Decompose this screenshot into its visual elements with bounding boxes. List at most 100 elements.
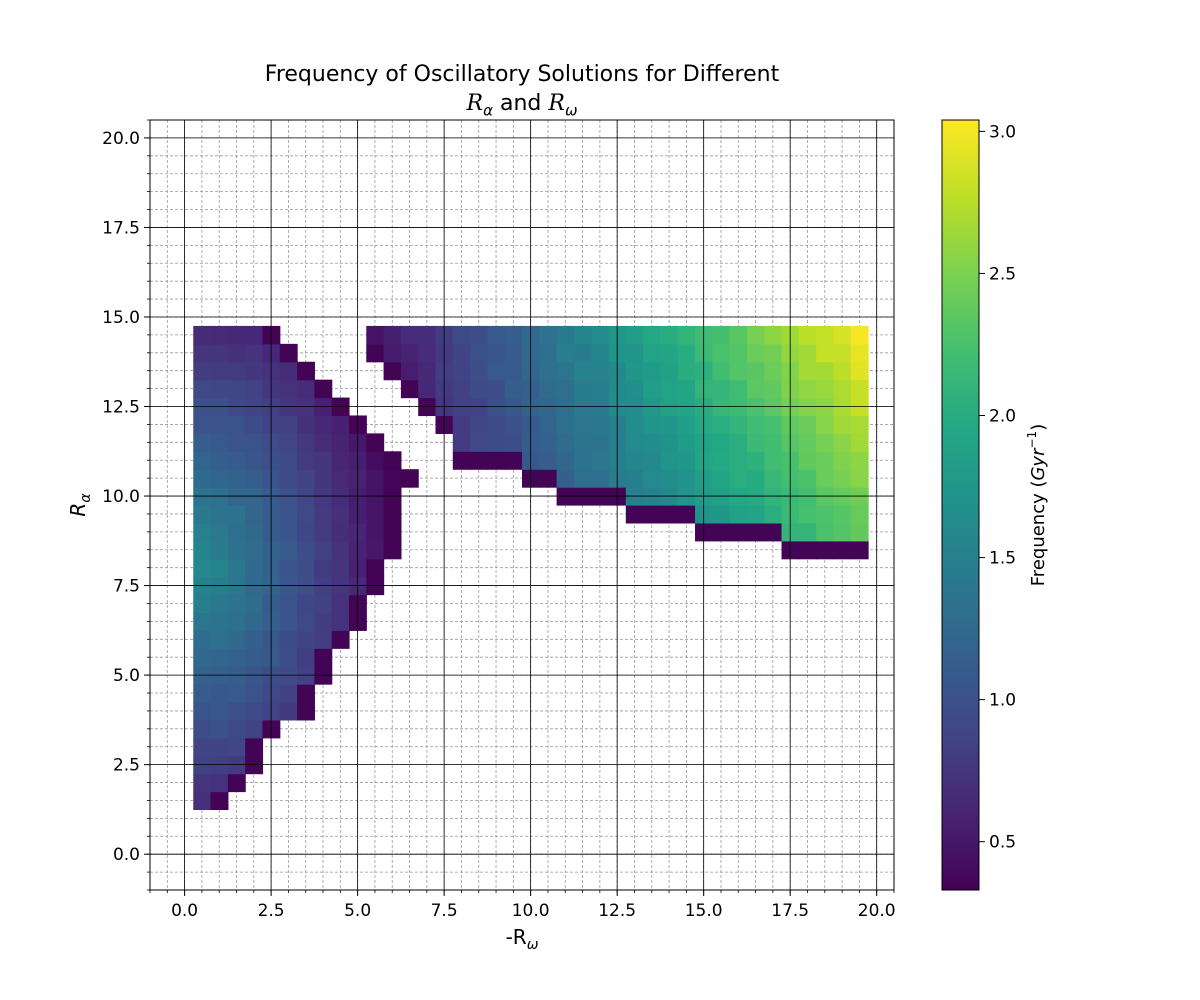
heatmap-cell [400,325,419,345]
colorbar-label-unit: Gyr [1028,447,1049,481]
heatmap-cell [245,325,264,345]
heatmap-cell [210,594,229,614]
heatmap-cell [227,451,246,470]
x-axis-label-subscript: ω [527,937,539,953]
heatmap-cell [227,648,246,667]
heatmap-cell [210,558,229,578]
heatmap-cell [798,361,817,381]
heatmap-cell [210,612,229,631]
heatmap-cell [746,451,765,470]
heatmap-cell [729,451,748,470]
heatmap-cell [279,415,298,434]
colorbar-tick-label: 0.5 [989,833,1016,853]
heatmap-cell [729,522,748,542]
heatmap-cell [227,630,246,649]
heatmap-cell [383,522,402,542]
heatmap-cell [850,379,869,399]
heatmap-cell [245,737,264,757]
heatmap-cell [816,325,835,345]
heatmap-cell [470,343,488,363]
heatmap-cell [850,505,869,524]
heatmap-cell [193,791,212,811]
heatmap-cell [556,361,575,381]
heatmap-cell [539,415,558,434]
heatmap-cell [331,469,350,488]
heatmap-cell [297,612,315,631]
heatmap-cell [210,343,229,363]
heatmap-cell [573,451,592,470]
heatmap-cell [764,469,783,488]
heatmap-cell [314,379,333,399]
heatmap-cell [591,415,610,434]
heatmap-cell [210,773,229,793]
heatmap-cell [314,469,333,488]
heatmap-cell [833,505,852,524]
heatmap-cell [279,379,298,399]
heatmap-cell [314,451,333,470]
heatmap-cell [210,522,229,542]
heatmap-cell [556,451,575,470]
heatmap-cell [452,379,471,399]
heatmap-cell [712,343,731,363]
heatmap-cell [556,379,575,399]
y-axis-label: Rα [66,493,94,517]
heatmap-cell [383,343,402,363]
x-tick-label: 5.0 [344,901,371,921]
heatmap-cell [746,343,765,363]
heatmap-cell [798,522,817,542]
heatmap-cell [400,343,419,363]
heatmap-cell [297,433,315,452]
heatmap-cell [539,325,558,345]
heatmap-cell [193,469,212,488]
heatmap-cell [660,379,679,399]
heatmap-cell [193,719,212,739]
heatmap-cell [297,630,315,649]
heatmap-cell [833,451,852,470]
colorbar-tick-label: 2.0 [989,406,1016,426]
heatmap-cell [314,648,333,667]
heatmap-cell [504,325,523,345]
heatmap-cell [729,343,748,363]
heatmap-cell [746,505,765,524]
heatmap-cell [279,701,298,721]
heatmap-cell [712,469,731,488]
heatmap-cell [400,361,419,381]
heatmap-cell [297,469,315,488]
heatmap-cell [383,451,402,470]
heatmap-cell [539,469,558,488]
heatmap-cell [331,540,350,560]
colorbar-tick-label: 2.5 [989,264,1016,284]
x-tick-label: 2.5 [258,901,285,921]
y-axis-label-base: R [66,503,90,517]
heatmap-cell [366,451,385,470]
heatmap-cell [210,469,229,488]
x-tick-label: 17.5 [771,901,809,921]
heatmap-cell [729,469,748,488]
heatmap-cell [193,684,212,703]
chart-title: Frequency of Oscillatory Solutions for D… [172,60,872,125]
heatmap-cell [487,433,506,452]
heatmap-cell [798,505,817,524]
y-tick-label: 7.5 [113,577,140,597]
heatmap-cell [366,505,385,524]
heatmap-cell [677,505,696,524]
heatmap-cell [227,343,246,363]
heatmap-cell [314,415,333,434]
heatmap-cell [400,469,419,488]
x-tick-label: 15.0 [685,901,723,921]
heatmap-cell [245,701,264,721]
heatmap-cell [816,505,835,524]
heatmap-cell [383,505,402,524]
heatmap-cell [504,361,523,381]
y-tick-label: 17.5 [102,218,140,238]
heatmap-cell [625,325,644,345]
heatmap-cell [193,594,212,614]
heatmap-cell [366,325,385,345]
title-and: and [492,91,549,116]
heatmap-cell [764,361,783,381]
heatmap-cell [539,379,558,399]
x-tick-label: 10.0 [512,901,550,921]
heatmap-cell [850,522,869,542]
heatmap-cell [210,540,229,560]
heatmap-cell [227,719,246,739]
